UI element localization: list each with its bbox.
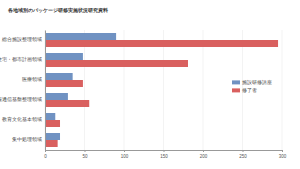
- grid-line: [124, 30, 125, 150]
- tick-mark: [203, 150, 204, 152]
- bar: [45, 113, 55, 120]
- tick-label: 150: [160, 154, 168, 159]
- legend-swatch: [232, 88, 240, 92]
- bars: [45, 33, 278, 147]
- bar: [45, 33, 116, 40]
- tick-mark: [85, 150, 86, 152]
- grid-line: [84, 30, 85, 150]
- bar: [45, 93, 68, 100]
- grid-line: [163, 30, 164, 150]
- tick-label: 0: [44, 154, 47, 159]
- chart: 各地域別のパッケージ研修実施状況研究資料 0 50 100 150 200 250 300 総合…: [0, 0, 300, 169]
- axis-line: [46, 151, 283, 153]
- axis-line: [45, 31, 46, 151]
- x-axis: 0 50 100 150 200 250 300: [44, 150, 287, 159]
- tick: 情報通信基盤整理領域: [0, 96, 45, 102]
- legend-item: 修了者: [232, 87, 257, 93]
- bar: [45, 80, 83, 87]
- bar: [45, 40, 278, 47]
- tick: 100: [121, 150, 129, 159]
- tick-label: 200: [200, 154, 208, 159]
- bar: [45, 140, 58, 147]
- plot: 0 50 100 150 200 250 300 総合施設整理領域住宅・都市計画領域医療領域情…: [0, 30, 287, 159]
- legend-item: 施設研修講座: [232, 79, 272, 85]
- tick: 250: [239, 150, 247, 159]
- bar: [45, 73, 73, 80]
- tick-label: 総合施設整理領域: [1, 36, 42, 42]
- legend: 施設研修講座修了者: [232, 79, 272, 93]
- tick-label: 250: [239, 154, 247, 159]
- tick-label: 教育文化基本領域: [2, 116, 42, 122]
- grid-line: [203, 30, 204, 150]
- y-axis: 総合施設整理領域住宅・都市計画領域医療領域情報通信基盤整理領域教育文化基本領域集…: [0, 31, 46, 151]
- tick: 150: [160, 150, 168, 159]
- tick-mark: [243, 150, 244, 152]
- tick-label: 情報通信基盤整理領域: [0, 96, 42, 102]
- tick: 医療領域: [22, 76, 45, 82]
- title: 各地域別のパッケージ研修実施状況研究資料: [7, 7, 108, 14]
- series: [45, 40, 278, 147]
- grid-line: [282, 30, 283, 150]
- tick-mark: [124, 150, 125, 152]
- grid: [45, 30, 282, 150]
- tick: 50: [82, 150, 88, 159]
- bar: [45, 133, 60, 140]
- tick-label: 医療領域: [22, 76, 42, 82]
- tick-label: 100: [121, 154, 129, 159]
- tick: 0: [44, 150, 47, 159]
- tick: 200: [200, 150, 208, 159]
- legend-label: 施設研修講座: [242, 79, 272, 85]
- tick: 教育文化基本領域: [2, 116, 45, 122]
- bar: [45, 100, 89, 107]
- legend-swatch: [232, 80, 240, 84]
- tick-label: 住宅・都市計画領域: [0, 56, 42, 62]
- legend-label: 修了者: [242, 87, 257, 93]
- tick: 300: [279, 150, 287, 159]
- tick-label: 300: [279, 154, 287, 159]
- tick: 住宅・都市計画領域: [0, 56, 45, 62]
- tick: 総合施設整理領域: [1, 36, 45, 42]
- tick-mark: [164, 150, 165, 152]
- tick-label: 集中処理領域: [12, 136, 42, 142]
- bar: [45, 120, 60, 127]
- bar: [45, 53, 83, 60]
- tick-label: 50: [82, 154, 88, 159]
- bar: [45, 60, 188, 67]
- tick-mark: [282, 150, 283, 152]
- grid-line: [45, 30, 46, 150]
- series: [45, 33, 116, 140]
- tick: 集中処理領域: [12, 136, 45, 142]
